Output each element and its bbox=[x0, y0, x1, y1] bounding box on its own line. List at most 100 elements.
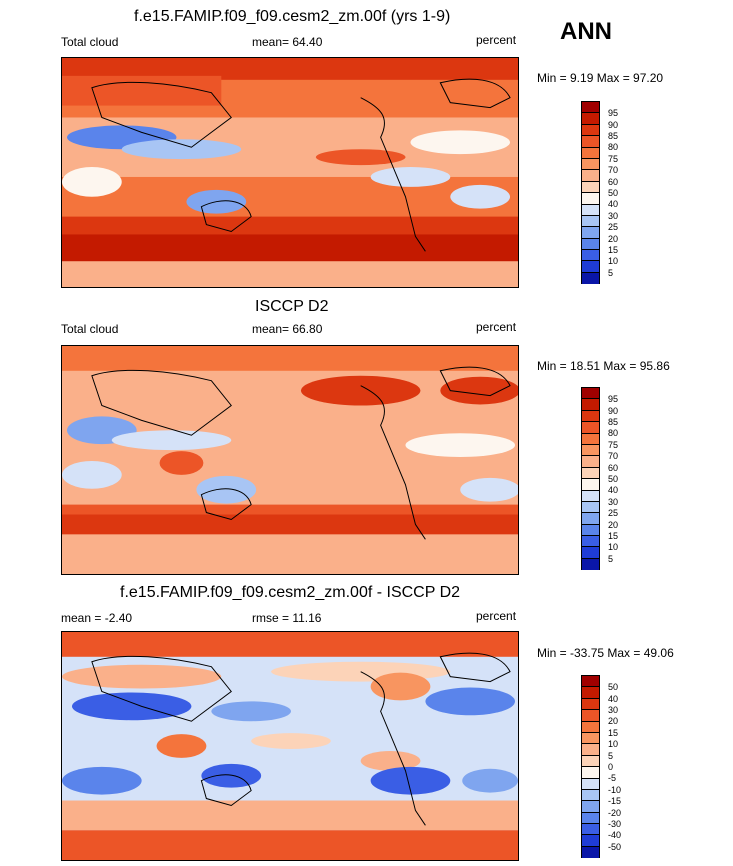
panel2-colorbar-swatch bbox=[582, 410, 599, 423]
panel1-colorbar-label: 90 bbox=[608, 120, 619, 130]
panel2-colorbar-swatch bbox=[582, 558, 599, 571]
panel2-colorbar-swatch bbox=[582, 456, 599, 468]
panel3-rmse-label: rmse = 11.16 bbox=[252, 611, 322, 625]
panel3-colorbar-swatch bbox=[582, 824, 599, 836]
panel2-colorbar-label: 15 bbox=[608, 531, 619, 541]
panel2-colorbar-label: 10 bbox=[608, 542, 619, 552]
panel3-colorbar-label: 50 bbox=[608, 682, 619, 692]
panel2-colorbar-swatch bbox=[582, 479, 599, 491]
panel3-map-field bbox=[62, 632, 518, 860]
panel1-colorbar-label: 10 bbox=[608, 256, 619, 266]
panel1-colorbar-swatch bbox=[582, 181, 599, 194]
panel1-mean-label: mean= 64.40 bbox=[252, 35, 323, 49]
panel2-colorbar-swatch bbox=[582, 399, 599, 411]
panel2-colorbar-swatch bbox=[582, 524, 599, 537]
panel3-colorbar-label: -30 bbox=[608, 819, 622, 829]
panel1-colorbar-swatch bbox=[582, 261, 599, 273]
panel1-colorbar-swatch bbox=[582, 136, 599, 148]
panel3-colorbar-swatch bbox=[582, 687, 599, 699]
panel3-colorbar-swatch bbox=[582, 676, 599, 688]
panel2-colorbar-label: 5 bbox=[608, 554, 614, 564]
panel2-colorbar-swatch bbox=[582, 490, 599, 502]
panel1-colorbar-label: 60 bbox=[608, 177, 619, 187]
panel3-colorbar-swatch bbox=[582, 767, 599, 779]
panel3-colorbar-swatch bbox=[582, 755, 599, 768]
panel1-colorbar-swatch bbox=[582, 193, 599, 205]
panel3-map bbox=[61, 631, 519, 861]
panel2-map bbox=[61, 345, 519, 575]
panel3-colorbar-swatch bbox=[582, 744, 599, 756]
panel1-variable-label: Total cloud bbox=[61, 35, 119, 49]
panel2-colorbar-swatch bbox=[582, 513, 599, 525]
panel2-map-field bbox=[62, 346, 518, 574]
panel1-colorbar-swatch bbox=[582, 113, 599, 125]
panel1-colorbar-label: 15 bbox=[608, 245, 619, 255]
panel2-colorbar-swatch bbox=[582, 467, 599, 480]
panel2-colorbar-swatch bbox=[582, 433, 599, 445]
panel3-colorbar-swatch bbox=[582, 789, 599, 802]
panel2-variable-label: Total cloud bbox=[61, 322, 119, 336]
panel3-colorbar bbox=[581, 675, 600, 859]
panel1-colorbar-swatch bbox=[582, 227, 599, 239]
panel3-colorbar-swatch bbox=[582, 732, 599, 745]
panel2-colorbar-swatch bbox=[582, 444, 599, 457]
panel2-colorbar-swatch bbox=[582, 547, 599, 559]
panel1-colorbar-label: 70 bbox=[608, 165, 619, 175]
panel3-colorbar-label: 0 bbox=[608, 762, 614, 772]
panel2-colorbar-label: 80 bbox=[608, 428, 619, 438]
panel1-colorbar-swatch bbox=[582, 124, 599, 137]
panel2-colorbar-label: 60 bbox=[608, 463, 619, 473]
panel3-colorbar-label: 20 bbox=[608, 716, 619, 726]
panel1-colorbar-swatch bbox=[582, 215, 599, 228]
panel1-map-field bbox=[62, 58, 518, 287]
panel3-colorbar-swatch bbox=[582, 698, 599, 711]
panel2-minmax: Min = 18.51 Max = 95.86 bbox=[537, 359, 670, 373]
panel3-colorbar-swatch bbox=[582, 721, 599, 733]
panel2-colorbar-label: 85 bbox=[608, 417, 619, 427]
panel3-units-label: percent bbox=[476, 609, 517, 623]
panel1-title: f.e15.FAMIP.f09_f09.cesm2_zm.00f (yrs 1-… bbox=[134, 8, 451, 25]
panel3-colorbar-label: -50 bbox=[608, 842, 622, 852]
panel1-colorbar-swatch bbox=[582, 238, 599, 251]
panel2-colorbar-swatch bbox=[582, 422, 599, 434]
panel1-colorbar-swatch bbox=[582, 272, 599, 285]
panel1-units-label: percent bbox=[476, 33, 517, 47]
panel1-colorbar-label: 20 bbox=[608, 234, 619, 244]
panel3-colorbar-swatch bbox=[582, 846, 599, 859]
panel3-colorbar-label: -40 bbox=[608, 830, 622, 840]
panel1-colorbar-swatch bbox=[582, 147, 599, 159]
panel2-colorbar-label: 50 bbox=[608, 474, 619, 484]
panel1-colorbar-label: 80 bbox=[608, 142, 619, 152]
panel3-colorbar-swatch bbox=[582, 778, 599, 790]
panel3-colorbar-label: -20 bbox=[608, 808, 622, 818]
panel3-title: f.e15.FAMIP.f09_f09.cesm2_zm.00f - ISCCP… bbox=[120, 584, 461, 601]
panel1-colorbar-label: 25 bbox=[608, 222, 619, 232]
panel1-colorbar-swatch bbox=[582, 204, 599, 216]
panel3-minmax: Min = -33.75 Max = 49.06 bbox=[537, 646, 674, 660]
panel1-colorbar-swatch bbox=[582, 102, 599, 114]
panel2-mean-label: mean= 66.80 bbox=[252, 322, 323, 336]
panel2-colorbar-label: 70 bbox=[608, 451, 619, 461]
panel3-colorbar-label: 5 bbox=[608, 751, 614, 761]
panel2-units-label: percent bbox=[476, 320, 517, 334]
panel3-colorbar-label: 10 bbox=[608, 739, 619, 749]
panel1-colorbar-label: 40 bbox=[608, 199, 619, 209]
panel2-colorbar-label: 40 bbox=[608, 485, 619, 495]
panel1-colorbar-swatch bbox=[582, 170, 599, 182]
panel2-colorbar bbox=[581, 387, 600, 571]
panel3-colorbar-swatch bbox=[582, 710, 599, 722]
panel3-colorbar-label: 40 bbox=[608, 694, 619, 704]
panel2-title: ISCCP D2 bbox=[255, 298, 329, 315]
panel1-colorbar bbox=[581, 101, 600, 285]
season-label: ANN bbox=[560, 18, 612, 45]
panel2-colorbar-label: 75 bbox=[608, 440, 619, 450]
panel1-colorbar-label: 50 bbox=[608, 188, 619, 198]
panel1-colorbar-label: 75 bbox=[608, 154, 619, 164]
panel2-colorbar-label: 30 bbox=[608, 497, 619, 507]
panel3-colorbar-label: -15 bbox=[608, 796, 622, 806]
panel2-colorbar-label: 90 bbox=[608, 406, 619, 416]
panel1-colorbar-swatch bbox=[582, 250, 599, 262]
panel3-mean-label: mean = -2.40 bbox=[61, 611, 133, 625]
panel2-colorbar-label: 95 bbox=[608, 394, 619, 404]
panel2-colorbar-swatch bbox=[582, 388, 599, 400]
